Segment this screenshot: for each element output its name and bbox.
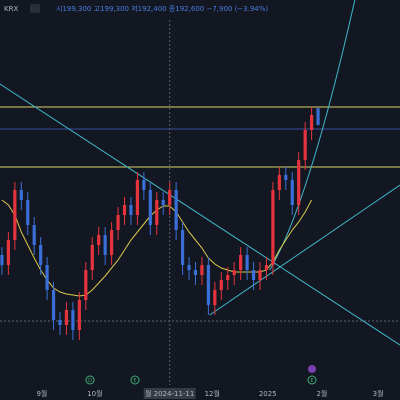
candle-body — [39, 245, 43, 265]
candle-body — [271, 190, 275, 265]
candle-body — [122, 205, 127, 215]
lightning-icon — [308, 365, 316, 373]
candle-body — [148, 190, 152, 225]
x-tick-label: 12월 — [205, 389, 220, 398]
candle-body — [219, 280, 223, 290]
x-tick-label: 10월 — [87, 389, 102, 398]
badge — [30, 4, 40, 13]
candle-body — [187, 265, 191, 270]
candle-body — [51, 290, 56, 320]
x-tick-label: 9월 — [36, 389, 47, 398]
candle-body — [174, 190, 178, 230]
candle-body — [116, 215, 120, 230]
candle-body — [110, 230, 114, 255]
candle-body — [45, 265, 49, 290]
candle-body — [32, 225, 36, 245]
event-label: D — [88, 378, 92, 384]
candle-body — [58, 320, 62, 325]
event-icon — [130, 375, 140, 385]
trendline — [0, 83, 400, 346]
candle-body — [135, 180, 140, 215]
x-tick-label: 월 2024-11-11 — [145, 389, 194, 398]
trendline — [269, 0, 356, 271]
candle-body — [193, 270, 198, 275]
candle-body — [6, 240, 10, 265]
candle-body — [303, 130, 307, 160]
candle-body — [239, 255, 243, 270]
candle-body — [19, 190, 23, 200]
candle-body — [206, 265, 210, 305]
x-tick-label: 2월 — [316, 389, 327, 398]
candle-body — [155, 200, 159, 225]
candle-body — [77, 300, 81, 330]
candle-body — [180, 230, 185, 265]
candle-body — [232, 270, 236, 275]
quote: 시199,300 고199,300 저192,400 종192,600 −7,9… — [56, 4, 268, 13]
candle-body — [90, 245, 94, 270]
candle-body — [103, 235, 107, 255]
candle-body — [277, 175, 281, 190]
event-label: E — [133, 378, 136, 384]
candle-body — [84, 270, 88, 300]
candle-body — [13, 190, 17, 240]
x-axis-band — [0, 387, 400, 400]
exchange: KRX — [4, 5, 18, 13]
event-icon — [307, 375, 317, 385]
candle-body — [245, 255, 249, 270]
event-icon — [85, 375, 95, 385]
candle-body — [258, 270, 262, 280]
candle-body — [97, 235, 101, 245]
candle-body — [142, 180, 146, 190]
event-label: E — [310, 378, 313, 384]
candle-body — [284, 175, 288, 180]
candle-body — [200, 265, 204, 275]
crosshair-label-bg — [143, 388, 196, 399]
trendline — [209, 184, 400, 316]
candle-body — [71, 310, 75, 330]
candle-body — [297, 160, 301, 205]
x-tick-label: 2025 — [259, 390, 277, 398]
candle-body — [251, 270, 256, 280]
candle-body — [226, 275, 230, 280]
candle-body — [26, 200, 30, 225]
candle-body — [168, 190, 172, 205]
candle-body — [129, 205, 133, 215]
candle-body — [310, 115, 314, 130]
candle-body — [0, 255, 4, 265]
candle-body — [290, 180, 294, 205]
candle-body — [316, 108, 320, 125]
candle-body — [64, 310, 69, 325]
x-tick-label: 3월 — [373, 389, 384, 398]
candle-body — [213, 290, 217, 305]
candle-body — [264, 265, 269, 270]
candle-body — [161, 200, 165, 205]
